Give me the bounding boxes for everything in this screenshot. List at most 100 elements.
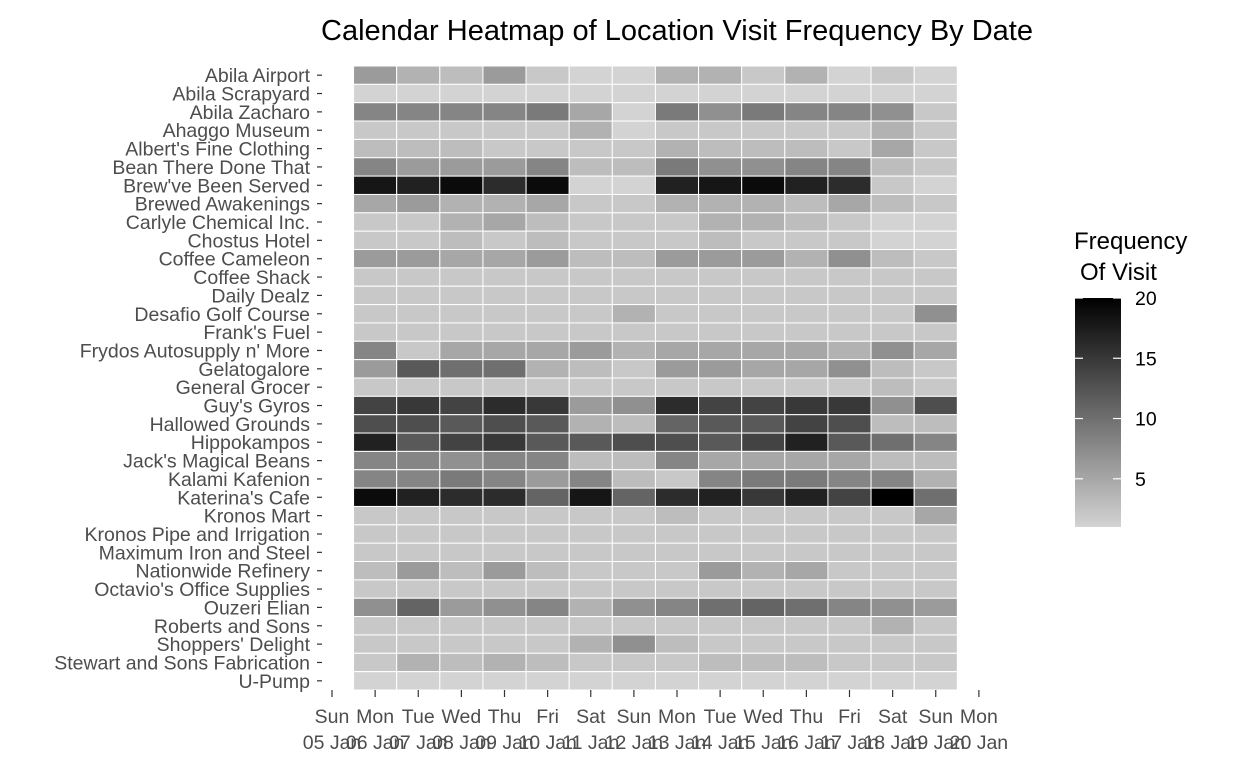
heatmap-cell: [353, 524, 398, 544]
heatmap-cell: [482, 83, 527, 104]
heatmap-cell: [698, 432, 743, 452]
x-tick-label-day: Mon: [658, 706, 696, 728]
heatmap-cell: [353, 304, 398, 324]
y-tick-label: Roberts and Sons: [154, 616, 310, 638]
heatmap-cell: [482, 377, 527, 397]
x-tick-label-date: 12 Jan: [605, 732, 664, 754]
heatmap-cell: [741, 267, 786, 287]
heatmap-cell: [439, 175, 484, 195]
heatmap-cell: [439, 561, 484, 581]
heatmap-cell: [741, 65, 786, 85]
heatmap-cell: [870, 524, 915, 544]
heatmap-cell: [741, 450, 786, 471]
heatmap-cell: [870, 267, 915, 287]
heatmap-cell: [439, 414, 484, 434]
heatmap-cell: [870, 175, 915, 195]
heatmap-cell: [482, 102, 527, 122]
heatmap-cell: [698, 138, 743, 159]
heatmap-cell: [913, 469, 958, 489]
x-tick-label-date: 13 Jan: [648, 732, 707, 754]
heatmap-cell: [353, 340, 398, 361]
x-tick-label-day: Sat: [878, 706, 908, 728]
heatmap-cell: [870, 65, 915, 85]
heatmap-cell: [654, 432, 700, 452]
heatmap-cell: [611, 377, 656, 397]
heatmap-cell: [913, 652, 958, 673]
heatmap-cell: [396, 652, 441, 673]
y-tick-label: Nationwide Refinery: [135, 561, 310, 583]
heatmap-cell: [827, 267, 872, 287]
x-tick-label-date: 17 Jan: [820, 732, 879, 754]
heatmap-cell: [525, 616, 570, 636]
heatmap-cell: [525, 175, 570, 195]
heatmap-cell: [784, 597, 829, 618]
heatmap-cell: [396, 414, 441, 434]
heatmap-cell: [741, 138, 786, 159]
y-tick-label: Daily Dealz: [211, 285, 310, 307]
heatmap-cell: [568, 304, 613, 324]
heatmap-cell: [611, 120, 656, 140]
heatmap-cell: [439, 616, 484, 636]
heatmap-cell: [396, 450, 441, 471]
heatmap-cell: [353, 359, 398, 379]
heatmap-cell: [784, 542, 829, 563]
heatmap-cell: [827, 359, 872, 379]
heatmap-cell: [439, 505, 484, 526]
heatmap-cell: [827, 542, 872, 563]
heatmap-cell: [482, 634, 527, 654]
heatmap-cell: [784, 524, 829, 544]
heatmap-cell: [611, 652, 656, 673]
heatmap-cell: [611, 230, 656, 251]
heatmap-cell: [353, 597, 398, 618]
heatmap-cell: [827, 157, 872, 177]
heatmap-cell: [439, 157, 484, 177]
heatmap-cell: [482, 597, 527, 618]
x-tick-label-date: 05 Jan: [303, 732, 362, 754]
heatmap-cell: [568, 175, 613, 195]
heatmap-cell: [439, 304, 484, 324]
heatmap-cell: [698, 505, 743, 526]
heatmap-cell: [353, 175, 398, 195]
heatmap-cell: [698, 652, 743, 673]
heatmap-cell: [741, 561, 786, 581]
heatmap-tiles: [353, 65, 958, 691]
heatmap-cell: [784, 359, 829, 379]
heatmap-cell: [784, 304, 829, 324]
heatmap-cell: [568, 524, 613, 544]
heatmap-cell: [396, 469, 441, 489]
heatmap-cell: [741, 597, 786, 618]
x-tick-label-date: 08 Jan: [432, 732, 491, 754]
heatmap-cell: [654, 120, 700, 140]
heatmap-cell: [654, 524, 700, 544]
x-tick-label-day: Wed: [743, 706, 783, 728]
heatmap-cell: [525, 304, 570, 324]
heatmap-cell: [698, 120, 743, 140]
heatmap-cell: [741, 542, 786, 563]
heatmap-cell: [741, 340, 786, 361]
heatmap-cell: [353, 249, 398, 269]
y-tick-label: Frank's Fuel: [203, 322, 310, 344]
heatmap-cell: [568, 432, 613, 452]
heatmap-cell: [784, 340, 829, 361]
heatmap-cell: [568, 414, 613, 434]
x-tick-label-day: Mon: [960, 706, 998, 728]
heatmap-cell: [439, 249, 484, 269]
heatmap-cell: [827, 138, 872, 159]
y-tick-label: U-Pump: [238, 671, 310, 693]
heatmap-cell: [353, 414, 398, 434]
heatmap-cell: [525, 671, 570, 691]
y-tick-label: Octavio's Office Supplies: [94, 579, 310, 601]
heatmap-cell: [396, 432, 441, 452]
heatmap-cell: [611, 579, 656, 599]
heatmap-cell: [784, 671, 829, 691]
heatmap-cell: [784, 138, 829, 159]
legend-tick-label: 15: [1135, 348, 1157, 370]
heatmap-cell: [913, 157, 958, 177]
x-tick-label-day: Thu: [790, 706, 824, 728]
heatmap-cell: [827, 285, 872, 306]
heatmap-cell: [698, 285, 743, 306]
heatmap-cell: [482, 304, 527, 324]
heatmap-cell: [568, 395, 613, 416]
heatmap-cell: [870, 432, 915, 452]
heatmap-cell: [482, 175, 527, 195]
